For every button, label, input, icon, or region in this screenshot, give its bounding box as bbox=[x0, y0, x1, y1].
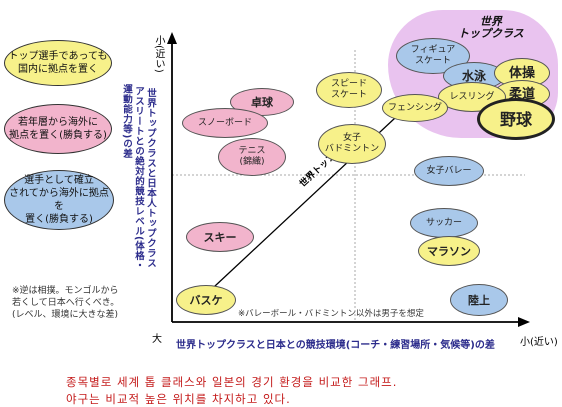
legend-pink: 若年層から海外に 拠点を置く(勝負する) bbox=[4, 104, 112, 154]
y-axis-small: 小(近い) bbox=[153, 35, 164, 73]
sport-snowboard: スノーボード bbox=[182, 108, 268, 138]
sport-soccer: サッカー bbox=[410, 208, 478, 238]
legend-yellow: トップ選手であっても 国内に拠点を置く bbox=[4, 40, 112, 86]
sport-womens-volleyball: 女子バレー bbox=[414, 156, 484, 186]
footnote: ※バレーボール・バドミントン以外は男子を想定 bbox=[238, 309, 424, 319]
caption-line-2: 야구는 비교적 높은 위치를 차지하고 있다. bbox=[66, 392, 291, 406]
sport-womens-badminton: 女子 バドミントン bbox=[318, 124, 386, 164]
top-class-label: 世界 トップクラス bbox=[458, 15, 524, 40]
x-axis-small: 小(近い) bbox=[520, 337, 558, 348]
x-axis-label: 世界トップクラスと日本との競技環境(コーチ・練習場所・気候等)の差 bbox=[176, 340, 495, 351]
y-axis-label-2: アスリートとの絶対的競技レベル(体格・ bbox=[133, 86, 144, 271]
legend-blue: 選手として確立 されてから海外に拠点を 置く(勝負する) bbox=[4, 170, 114, 230]
y-axis-label-1: 世界トップクラスと日本人トップクラス bbox=[145, 88, 156, 268]
sport-speed-skating: スピード スケート bbox=[316, 72, 382, 108]
sport-ski: スキー bbox=[186, 222, 254, 252]
sport-marathon: マラソン bbox=[418, 236, 480, 266]
sport-fencing: フェンシング bbox=[382, 94, 448, 122]
caption-line-1: 종목별로 세계 톱 클래스와 일본의 경기 환경을 비교한 그래프. bbox=[66, 375, 398, 389]
y-axis-label-3: 運動能力等)の差 bbox=[121, 84, 132, 159]
sport-basketball: バスケ bbox=[176, 285, 236, 315]
sport-tennis: テニス (錦織) bbox=[218, 138, 286, 176]
y-axis-large: 大 bbox=[152, 334, 162, 345]
sport-baseball: 野球 bbox=[477, 98, 555, 140]
note-text: ※逆は相撲。モンゴルから 若くして日本へ行くべき。 (レベル、環境に大きな差) bbox=[12, 286, 120, 320]
sport-athletics: 陸上 bbox=[450, 284, 508, 316]
